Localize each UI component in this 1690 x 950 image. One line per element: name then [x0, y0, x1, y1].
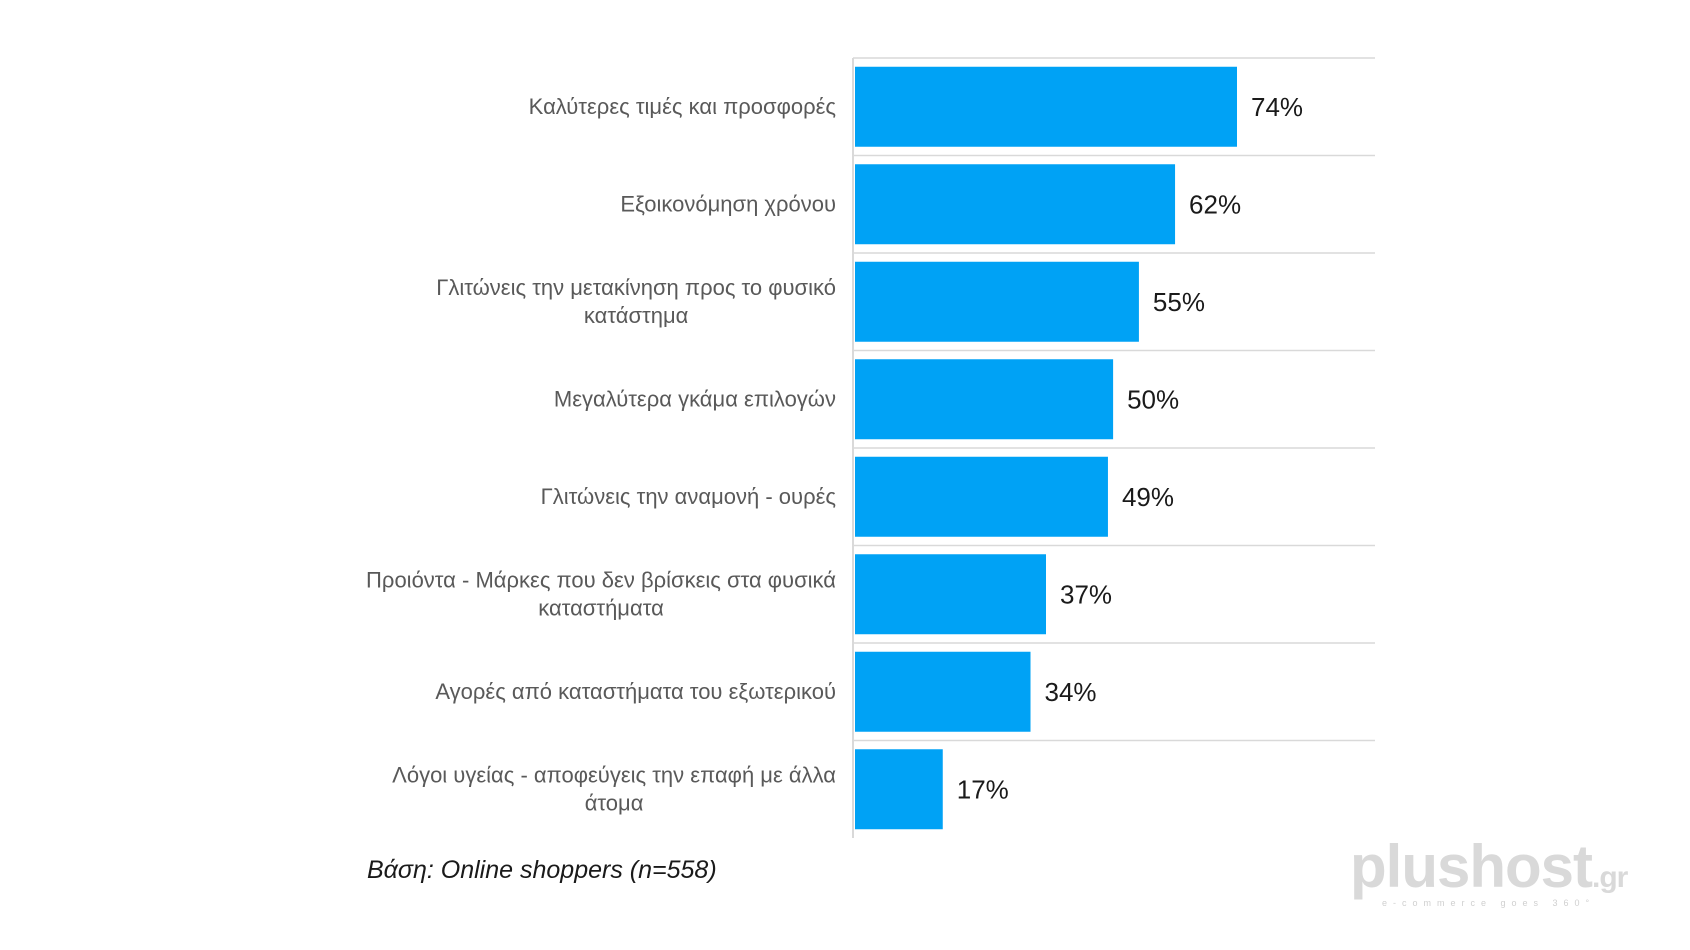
category-label-line: κατάστημα — [584, 303, 689, 328]
data-label: 49% — [1122, 482, 1174, 512]
category-label: Γλιτώνεις την μετακίνηση προς το φυσικό κ… — [436, 275, 836, 328]
data-label: 62% — [1189, 189, 1241, 219]
category-label-line: Προιόντα - Μάρκες που δεν βρίσκεις στα φ… — [366, 567, 836, 592]
bar — [855, 456, 1108, 537]
category-label-line: Καλύτερες τιμές και προσφορές — [529, 94, 836, 119]
bar — [855, 261, 1139, 342]
category-label-line: Εξοικονόμηση χρόνου — [620, 191, 836, 216]
data-label: 55% — [1153, 287, 1205, 317]
category-label-line: Αγορές από καταστήματα του εξωτερικού — [435, 679, 836, 704]
logo-tagline: e-commerce goes 360° — [1382, 898, 1596, 908]
plushost-logo: plushost.gr e-commerce goes 360° — [1350, 832, 1650, 912]
data-label: 17% — [957, 774, 1009, 804]
base-footnote: Βάση: Online shoppers (n=558) — [367, 856, 717, 884]
category-label: Γλιτώνεις την αναμονή - ουρές — [541, 484, 836, 509]
category-label-line: Γλιτώνεις την αναμονή - ουρές — [541, 484, 836, 509]
bar — [855, 359, 1114, 440]
bar — [855, 66, 1237, 147]
category-label: Καλύτερες τιμές και προσφορές — [529, 94, 836, 119]
category-label: Προιόντα - Μάρκες που δεν βρίσκεις στα φ… — [366, 567, 836, 620]
category-label-line: Μεγαλύτερα γκάμα επιλογών — [554, 386, 836, 411]
bar — [855, 554, 1046, 635]
bar — [855, 164, 1176, 245]
category-label: Εξοικονόμηση χρόνου — [620, 191, 836, 216]
category-label: Λόγοι υγείας - αποφεύγεις την επαφή με ά… — [392, 762, 836, 815]
category-label: Μεγαλύτερα γκάμα επιλογών — [554, 386, 836, 411]
category-label: Αγορές από καταστήματα του εξωτερικού — [435, 679, 836, 704]
data-label: 74% — [1251, 92, 1303, 122]
bar — [855, 651, 1031, 732]
bar — [855, 749, 943, 830]
category-label-line: άτομα — [585, 790, 644, 815]
category-label-line: καταστήματα — [538, 595, 664, 620]
data-label: 34% — [1045, 677, 1097, 707]
logo-wordmark: plushost.gr — [1350, 833, 1628, 900]
data-label: 37% — [1060, 579, 1112, 609]
category-label-line: Γλιτώνεις την μετακίνηση προς το φυσικό — [436, 275, 836, 300]
data-label: 50% — [1127, 384, 1179, 414]
category-label-line: Λόγοι υγείας - αποφεύγεις την επαφή με ά… — [392, 762, 836, 787]
